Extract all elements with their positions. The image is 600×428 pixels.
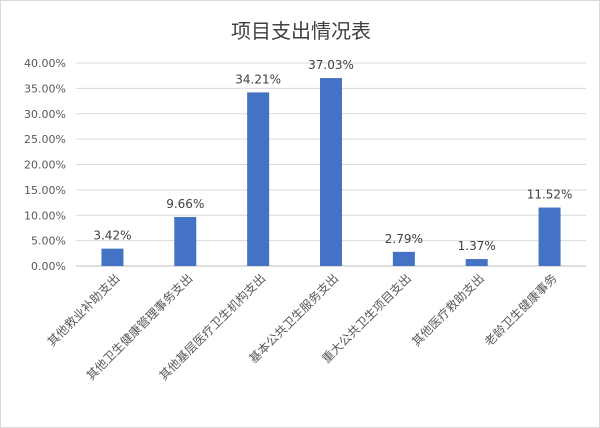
data-label: 34.21% <box>235 72 281 86</box>
data-label: 9.66% <box>166 197 204 211</box>
y-axis-ticks: 0.00% 5.00% 10.00% 15.00% 20.00% 25.00% 30.00%… <box>24 57 66 273</box>
bar <box>101 248 124 266</box>
chart-title: 项目支出情况表 <box>231 19 371 43</box>
bar <box>538 207 561 266</box>
x-tick-label: 其他救业补助支出 <box>44 271 122 349</box>
bars <box>101 78 561 266</box>
x-tick-label: 老龄卫生健康事务 <box>481 271 559 349</box>
y-tick-label: 20.00% <box>24 159 66 172</box>
y-tick-label: 0.00% <box>31 260 66 273</box>
y-tick-label: 5.00% <box>31 235 66 248</box>
y-tick-label: 10.00% <box>24 209 66 222</box>
data-label: 2.79% <box>385 232 423 246</box>
x-axis-labels: 其他救业补助支出其他卫生健康管理事务支出其他基层医疗卫生机构支出基本公共卫生服务… <box>44 271 560 383</box>
bar <box>247 92 270 266</box>
data-labels: 3.42% 9.66% 34.21% 37.03% 2.79% 1.37% 11.52% <box>93 58 572 253</box>
y-tick-label: 40.00% <box>24 57 66 70</box>
data-label: 1.37% <box>458 239 496 253</box>
data-label: 3.42% <box>93 229 131 243</box>
data-label: 37.03% <box>308 58 354 72</box>
bar <box>174 216 197 266</box>
bar <box>465 259 488 266</box>
bar <box>320 78 342 266</box>
y-tick-label: 25.00% <box>24 133 66 146</box>
y-tick-label: 30.00% <box>24 108 66 121</box>
data-label: 11.52% <box>527 188 573 202</box>
x-tick-label: 其他医疗救助支出 <box>408 271 486 349</box>
y-tick-label: 15.00% <box>24 184 66 197</box>
y-tick-label: 35.00% <box>24 82 66 95</box>
bar <box>392 251 415 266</box>
